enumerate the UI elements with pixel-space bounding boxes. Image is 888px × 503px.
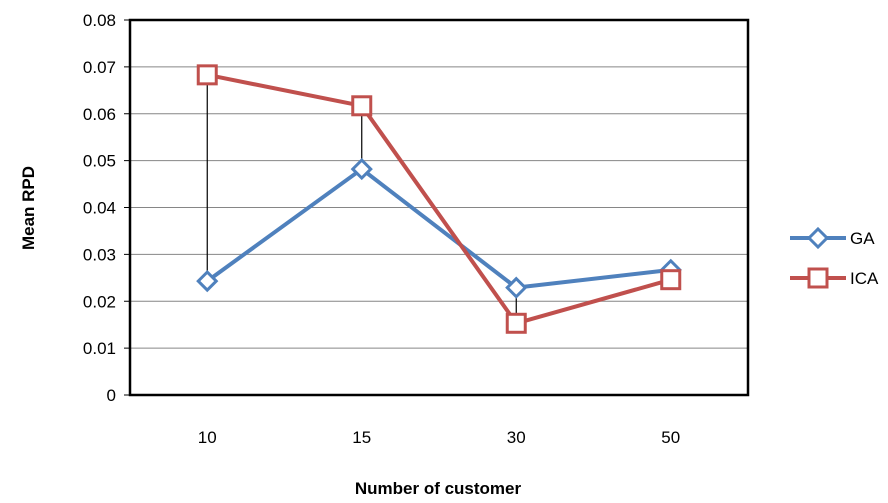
y-tick-label: 0.01 [83, 339, 116, 358]
y-tick-label: 0.04 [83, 199, 116, 218]
data-point-ga [505, 276, 528, 299]
y-axis-title: Mean RPD [19, 166, 38, 250]
x-tick-label: 10 [198, 428, 217, 447]
x-tick-label: 30 [507, 428, 526, 447]
hi-lo-connectors [206, 74, 672, 324]
data-point-ga [196, 269, 219, 293]
legend-marker-ica [807, 267, 829, 289]
x-tick-label: 50 [661, 428, 680, 447]
y-tick-label: 0.05 [83, 152, 116, 171]
data-point-ica [196, 64, 218, 86]
legend-marker-ga [806, 226, 830, 250]
legend-label-ica: ICA [850, 269, 879, 288]
y-axis-ticks: 0 0.01 0.02 0.03 0.04 0.05 0.06 0.07 0.08 [83, 11, 130, 405]
x-tick-label: 15 [352, 428, 371, 447]
series-line-ica [206, 72, 672, 326]
y-tick-label: 0.06 [83, 105, 116, 124]
y-tick-label: 0 [107, 386, 116, 405]
y-tick-label: 0.08 [83, 11, 116, 30]
data-point-ica [660, 269, 682, 291]
x-axis-title: Number of customer [355, 479, 522, 498]
y-tick-label: 0.03 [83, 245, 116, 264]
series-lines [196, 64, 682, 334]
legend-label-ga: GA [850, 229, 875, 248]
y-tick-label: 0.02 [83, 292, 116, 311]
data-point-ica [351, 95, 373, 117]
data-point-ica [505, 312, 527, 334]
x-axis-ticks: 10 15 30 50 [198, 428, 680, 447]
gridlines [130, 66, 748, 349]
legend: GA ICA [790, 226, 879, 289]
plot-area-frame [128, 18, 750, 397]
y-tick-label: 0.07 [83, 58, 116, 77]
series-line-ga [206, 167, 671, 290]
data-point-ga [350, 157, 373, 181]
